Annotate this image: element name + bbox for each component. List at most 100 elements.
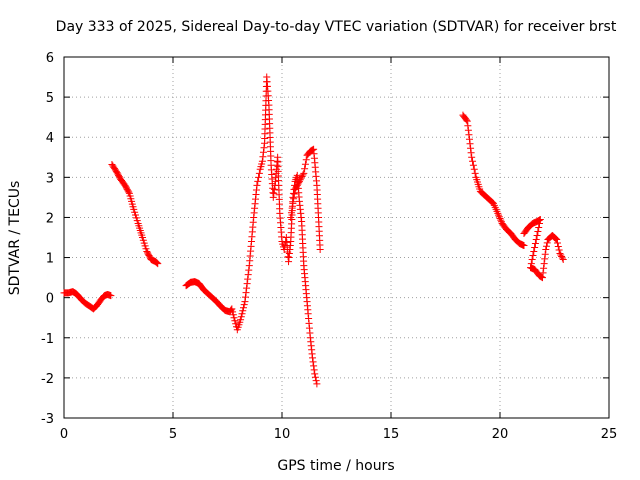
data-point — [254, 177, 262, 185]
data-point — [552, 235, 560, 243]
data-point — [536, 219, 544, 227]
data-point — [540, 260, 548, 268]
data-point — [241, 293, 249, 301]
chart-title: Day 333 of 2025, Sidereal Day-to-day VTE… — [56, 19, 617, 35]
y-tick-label: 2 — [46, 211, 54, 226]
data-point — [153, 259, 161, 267]
data-point — [311, 373, 319, 381]
x-tick-label: 10 — [274, 427, 291, 442]
data-point — [464, 122, 472, 130]
data-point — [229, 311, 237, 319]
y-tick-label: 1 — [46, 252, 54, 267]
x-tick-labels: 0 5 10 15 20 25 — [60, 427, 617, 442]
data-point — [290, 195, 298, 203]
data-point — [238, 310, 246, 318]
data-point — [237, 316, 245, 324]
data-point — [229, 308, 237, 316]
data-point — [253, 181, 261, 189]
data-point — [231, 317, 239, 325]
x-tick-label: 25 — [601, 427, 618, 442]
data-point — [542, 246, 550, 254]
y-tick-labels: -3 -2 -1 0 1 2 3 4 5 6 — [41, 51, 54, 427]
data-point — [242, 289, 250, 297]
data-point — [259, 153, 267, 161]
data-point — [300, 169, 308, 177]
y-tick-label: -3 — [41, 412, 54, 427]
data-point — [255, 169, 263, 177]
data-point — [270, 189, 278, 197]
data-point — [465, 135, 473, 143]
data-point — [287, 213, 295, 221]
data-point — [541, 250, 549, 258]
data-point — [245, 266, 253, 274]
data-point — [295, 179, 303, 187]
data-point — [228, 305, 236, 313]
x-tick-label: 15 — [383, 427, 400, 442]
data-point — [554, 243, 562, 251]
data-point — [309, 354, 317, 362]
data-point — [537, 273, 545, 281]
data-point — [530, 248, 538, 256]
data-point — [558, 253, 566, 261]
data-point — [258, 157, 266, 165]
data-point — [309, 358, 317, 366]
data-point — [230, 314, 238, 322]
data-point — [269, 193, 277, 201]
y-axis-label: SDTVAR / TECUs — [7, 181, 23, 296]
series-pass-2 — [108, 160, 162, 268]
data-point — [529, 252, 537, 260]
y-tick-label: 0 — [46, 292, 54, 307]
data-point — [553, 236, 561, 244]
x-tick-label: 5 — [169, 427, 177, 442]
x-tick-label: 20 — [492, 427, 509, 442]
data-point — [539, 269, 547, 277]
data-point — [312, 377, 320, 385]
axis-ticks — [63, 56, 610, 419]
data-point — [313, 380, 321, 388]
data-point — [290, 190, 298, 198]
data-point — [531, 244, 539, 252]
data-point — [463, 117, 471, 125]
data-points — [60, 73, 567, 388]
data-point — [559, 256, 567, 264]
data-point — [287, 209, 295, 217]
x-tick-label: 0 — [60, 427, 68, 442]
data-point — [309, 146, 317, 154]
y-tick-label: 6 — [46, 51, 54, 66]
data-point — [534, 227, 542, 235]
data-point — [301, 160, 309, 168]
data-point — [467, 149, 475, 157]
data-point — [259, 148, 267, 156]
data-point — [557, 251, 565, 259]
data-point — [310, 362, 318, 370]
data-point — [255, 173, 263, 181]
data-point — [243, 284, 251, 292]
data-point — [296, 176, 304, 184]
data-point — [532, 236, 540, 244]
series-pass-3 — [182, 73, 321, 388]
data-point — [467, 144, 475, 152]
data-point — [469, 157, 477, 165]
y-tick-label: -1 — [41, 332, 54, 347]
data-point — [541, 255, 549, 263]
data-point — [488, 198, 496, 206]
data-point — [297, 174, 305, 182]
data-point — [301, 165, 309, 173]
data-point — [232, 320, 240, 328]
data-point — [237, 313, 245, 321]
x-axis-label: GPS time / hours — [277, 458, 394, 474]
data-point — [295, 177, 303, 185]
data-point — [465, 131, 473, 139]
data-point — [260, 144, 268, 152]
y-tick-label: 5 — [46, 91, 54, 106]
data-point — [470, 165, 478, 173]
data-point — [495, 211, 503, 219]
data-point — [289, 193, 297, 201]
data-point — [471, 169, 479, 177]
data-point — [239, 304, 247, 312]
data-point — [299, 171, 307, 179]
data-point — [551, 234, 559, 242]
data-point — [466, 140, 474, 148]
data-point — [462, 116, 470, 124]
